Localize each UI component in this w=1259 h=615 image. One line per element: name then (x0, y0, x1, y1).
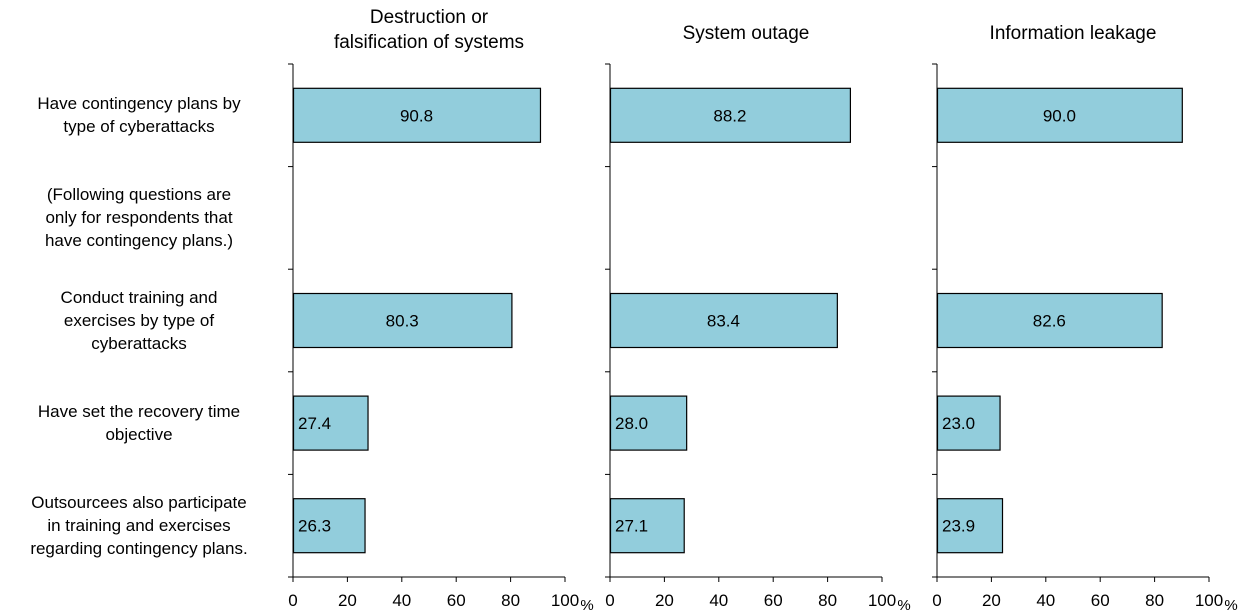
bar-value-label: 82.6 (1033, 312, 1066, 331)
bar-value-label: 23.9 (942, 517, 975, 536)
panel-title-line: falsification of systems (333, 32, 525, 53)
category-label-line: only for respondents that (45, 208, 233, 228)
bar-value-label: 80.3 (386, 312, 419, 331)
x-tick-label: 60 (447, 591, 466, 610)
bar (609, 292, 838, 349)
x-tick-label: 60 (764, 591, 783, 610)
bar-value-label: 27.1 (615, 517, 648, 536)
bar (609, 395, 688, 451)
x-tick-label: 40 (392, 591, 411, 610)
bar (609, 87, 852, 143)
category-label: Conduct training and exercises by type of… (0, 286, 278, 355)
bar-value-label: 83.4 (707, 312, 740, 331)
category-label-line: have contingency plans.) (44, 231, 234, 251)
x-tick-label: 40 (709, 591, 728, 610)
panel-title: Information leakage (907, 21, 1239, 46)
category-label-line: type of cyberattacks (63, 117, 215, 137)
x-tick-label: 0 (288, 591, 297, 610)
x-tick-label: 40 (1036, 591, 1055, 610)
category-label-line: cyberattacks (91, 334, 187, 353)
x-unit-label: % (897, 597, 910, 614)
bar-value-label: 90.8 (400, 106, 433, 125)
category-label-line: in training and exercises (47, 516, 231, 536)
x-tick-label: 20 (655, 591, 674, 610)
category-label-line: regarding contingency plans. (30, 539, 248, 559)
x-tick-label: 60 (1091, 591, 1110, 610)
bar (936, 292, 1163, 349)
category-label-line: Have contingency plans by (37, 94, 241, 114)
category-label-line: Outsourcees also participate (31, 493, 247, 513)
panel-title-line: Information leakage (989, 23, 1157, 44)
x-tick-label: 100 (868, 591, 896, 610)
panel-title-line: Destruction or (369, 7, 489, 28)
bar (292, 87, 542, 143)
category-label: (Following questions are only for respond… (0, 183, 278, 252)
panel-title: System outage (580, 21, 912, 46)
x-tick-label: 100 (551, 591, 579, 610)
x-tick-label: 20 (338, 591, 357, 610)
panel-title: Destruction or falsification of systems (263, 5, 595, 55)
panel-title-line: System outage (682, 23, 810, 44)
bar (936, 498, 1004, 554)
x-tick-label: 80 (818, 591, 837, 610)
bar-value-label: 23.0 (942, 414, 975, 433)
category-label: Have set the recovery time objective (0, 400, 278, 446)
bar (609, 498, 685, 554)
x-unit-label: % (1224, 597, 1237, 614)
category-label-line: Conduct training and (60, 288, 218, 307)
bar-value-label: 88.2 (713, 106, 746, 125)
bar (936, 87, 1183, 143)
category-label-line: Have set the recovery time (37, 402, 241, 422)
bar (292, 292, 513, 349)
category-label: Outsourcees also participate in training … (0, 491, 278, 560)
category-label-line: (Following questions are (46, 185, 232, 205)
bar (936, 395, 1001, 451)
bar-value-label: 90.0 (1043, 106, 1076, 125)
bar-value-label: 28.0 (615, 414, 648, 433)
category-label-line: objective (105, 425, 173, 445)
x-tick-label: 100 (1195, 591, 1223, 610)
x-tick-label: 80 (1145, 591, 1164, 610)
x-tick-label: 0 (605, 591, 614, 610)
bar (292, 395, 369, 451)
bar-value-label: 27.4 (298, 414, 331, 433)
x-tick-label: 0 (932, 591, 941, 610)
bar (292, 498, 366, 554)
x-tick-label: 20 (982, 591, 1001, 610)
category-label: Have contingency plans by type of cyberat… (0, 92, 278, 138)
x-unit-label: % (580, 597, 593, 614)
category-label-line: exercises by type of (63, 311, 215, 330)
bar-value-label: 26.3 (298, 517, 331, 536)
x-tick-label: 80 (501, 591, 520, 610)
